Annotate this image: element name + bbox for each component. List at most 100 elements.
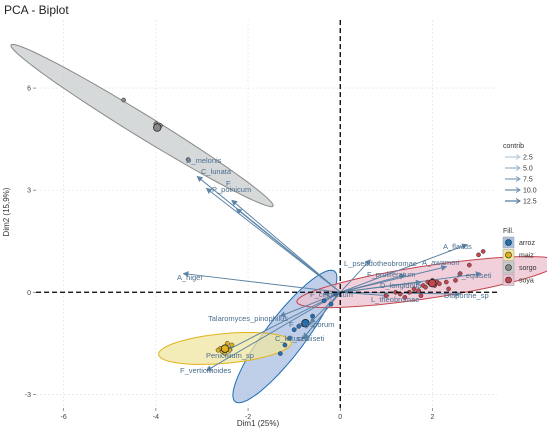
- var-label-C_lunata: C_lunata: [201, 167, 232, 176]
- legend-fill-title: Fill.: [503, 228, 514, 235]
- var-label-D_longidolia: D_longidolia: [380, 281, 422, 290]
- point-soya-5: [416, 288, 421, 293]
- var-label-C_kikuchii: C_kikuchii: [275, 334, 310, 343]
- point-arroz-4: [310, 313, 315, 319]
- arrow-Talaromyces_pinophilus: [279, 291, 341, 318]
- point-soya-13: [437, 281, 442, 287]
- var-label-D_melonis: D_melonis: [186, 156, 222, 165]
- ellipse-sorgo: [10, 43, 274, 208]
- point-sorgo-0: [121, 97, 126, 103]
- var-label-A_flavus: A_flavus: [443, 242, 472, 251]
- point-soya-0: [384, 293, 389, 299]
- legend-fill-dot-maiz: [505, 251, 512, 259]
- point-soya-7: [423, 284, 428, 290]
- legend-contrib-arrowhead-2: [515, 176, 521, 182]
- arrow-L_pseudotheobromae: [339, 259, 371, 293]
- x-axis-ticks: -6 -4 -2 0 2: [61, 408, 435, 421]
- arrow-F_circinatum: [323, 290, 341, 297]
- chart-title: PCA - Biplot: [4, 3, 69, 17]
- centroid-sorgo: [153, 123, 162, 132]
- legend-fill-label-soya: soya: [519, 278, 534, 285]
- var-label-Diaporthe_sp: Diaporthe_sp: [444, 291, 489, 300]
- legend-contrib-label-1: 5.0: [523, 166, 533, 173]
- point-arroz-0: [277, 351, 283, 356]
- y-tick-label-0: -3: [25, 392, 31, 399]
- var-label-F_circinatum: F_circinatum: [310, 290, 353, 299]
- variable-arrows: [182, 175, 482, 372]
- legend-contrib: contrib 2.5 5.0 7.5 10.0 12.5: [503, 143, 537, 206]
- point-maiz-7: [215, 347, 221, 353]
- arrow-F_verticillioides: [205, 291, 341, 372]
- point-soya-18: [466, 262, 472, 268]
- point-soya-16: [453, 278, 458, 283]
- legend-contrib-label-0: 2.5: [523, 155, 533, 162]
- point-arroz-3: [296, 323, 302, 329]
- var-label-Penicillium_sp: Penicillium_sp: [206, 351, 254, 360]
- point-soya-4: [411, 286, 417, 292]
- var-label-A_niger: A_niger: [177, 273, 203, 282]
- arrow-A_niger: [182, 271, 341, 293]
- arrow-A_flavus: [340, 243, 468, 293]
- x-tick-label-3: 0: [338, 414, 342, 421]
- legend-contrib-arrowhead-0: [515, 154, 521, 160]
- arrow-Penicillium_sp: [226, 291, 341, 351]
- legend-fill: Fill. arroz maiz sorgo soya: [502, 228, 537, 286]
- centroid-maiz: [220, 344, 230, 353]
- variable-labels: D_melonis C_lunata FP_poinicum A_niger L_pse…: [177, 156, 492, 375]
- zero-lines: [36, 20, 497, 408]
- var-label-L_theobromae: L_theobromae: [371, 295, 419, 304]
- var-label-A_awamori: A_awamori: [422, 258, 460, 267]
- legend-fill-label-maiz: maiz: [519, 253, 534, 260]
- legend-contrib-label-3: 10.0: [523, 188, 537, 195]
- y-tick-label-2: 3: [27, 188, 31, 195]
- legend-contrib-label-4: 12.5: [523, 199, 537, 206]
- legend-contrib-title: contrib: [503, 143, 524, 150]
- arrow-P_poinicum: [235, 208, 341, 293]
- legend-fill-label-arroz: arroz: [519, 240, 535, 247]
- point-arroz-2: [291, 327, 297, 333]
- var-label-F_equiseti: F_equiseti: [457, 271, 492, 280]
- var-label-F_oxysporum: F_oxysporum: [289, 320, 334, 329]
- point-arroz-7: [328, 301, 334, 307]
- x-axis-label: Dim1 (25%): [237, 419, 280, 428]
- y-axis-label: Dim2 (15,9%): [2, 187, 11, 236]
- y-axis-ticks: -3 0 3 6: [25, 86, 36, 399]
- point-soya-17: [457, 271, 463, 276]
- point-soya-19: [476, 252, 481, 258]
- x-tick-label-4: 2: [431, 414, 435, 421]
- point-soya-22: [402, 295, 408, 300]
- legend-fill-label-sorgo: sorgo: [519, 265, 537, 272]
- arrow-F_semiseti: [302, 291, 341, 340]
- var-label-P_poinicum: P_poinicum: [212, 185, 251, 194]
- point-maiz-4: [229, 342, 235, 348]
- x-tick-label-2: -2: [245, 414, 251, 421]
- var-label-Talaromyces_pinophilus: Talaromyces_pinophilus: [208, 314, 288, 323]
- x-tick-label-1: -4: [153, 414, 159, 421]
- point-arroz-9: [287, 335, 292, 341]
- var-label-F_proliferatum: F_proliferatum: [367, 270, 415, 279]
- arrow-F: [231, 199, 341, 293]
- point-soya-15: [446, 286, 451, 292]
- y-tick-label-3: 6: [27, 86, 31, 93]
- y-tick-label-1: 0: [27, 290, 31, 297]
- centroid-soya: [428, 278, 437, 288]
- centroid-arroz: [301, 319, 310, 328]
- legend-fill-dot-soya: [505, 276, 512, 284]
- arrow-F_oxysporum: [309, 291, 341, 324]
- legend-fill-dot-arroz: [505, 239, 512, 246]
- x-tick-label-0: -6: [61, 414, 67, 421]
- arrow-D_longidolia: [340, 279, 422, 293]
- legend-contrib-arrowhead-3: [515, 187, 521, 193]
- legend-contrib-arrowhead-1: [515, 165, 521, 171]
- var-label-F: F: [226, 179, 231, 188]
- point-arroz-5: [321, 298, 327, 304]
- legend-contrib-arrowhead-4: [515, 198, 521, 204]
- point-sorgo-4: [185, 157, 191, 162]
- point-soya-20: [480, 249, 486, 254]
- var-label-F_verticillioides: F_verticillioides: [180, 366, 232, 375]
- point-soya-14: [443, 279, 449, 285]
- var-label-L_pseudotheobromae: L_pseudotheobromae: [344, 259, 417, 268]
- point-soya-21: [418, 293, 424, 299]
- arrow-A_awamori: [340, 265, 448, 293]
